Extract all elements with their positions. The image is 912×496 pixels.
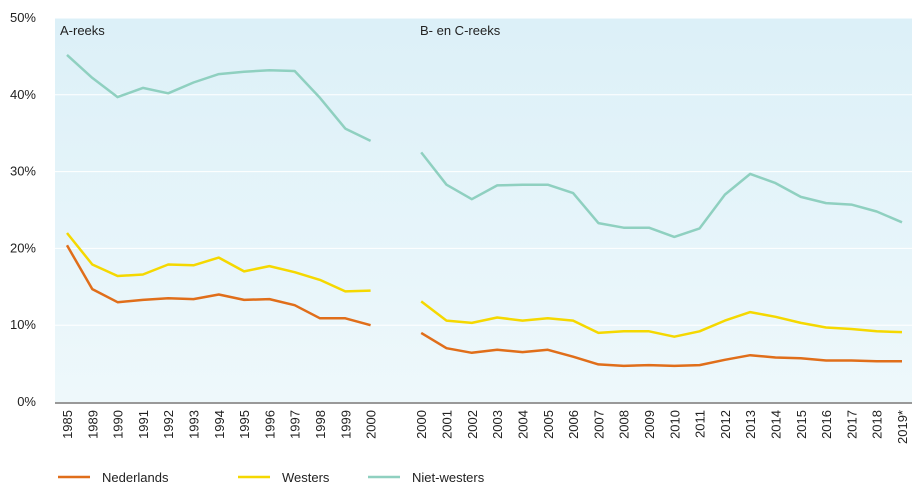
x-tick-label: 2018 — [870, 410, 885, 439]
x-tick-label: 1994 — [212, 410, 227, 439]
x-tick-label: 2000 — [414, 410, 429, 439]
x-tick-label: 2008 — [617, 410, 632, 439]
x-tick-label: 1985 — [60, 410, 75, 439]
series-line — [65, 244, 902, 368]
x-tick-label: 2000 — [364, 410, 379, 439]
x-tick-label: 2013 — [743, 410, 758, 439]
x-tick-label: 2014 — [768, 410, 783, 439]
legend-label: Niet-westers — [412, 470, 485, 485]
annotation: B- en C-reeks — [420, 23, 501, 38]
x-tick-label: 2010 — [667, 410, 682, 439]
y-tick-label: 30% — [10, 164, 36, 179]
x-tick-label: 2009 — [642, 410, 657, 439]
x-tick-label: 2001 — [440, 410, 455, 439]
legend-label: Westers — [282, 470, 330, 485]
x-tick-label: 1995 — [237, 410, 252, 439]
x-tick-label: 2004 — [515, 410, 530, 439]
y-tick-label: 10% — [10, 317, 36, 332]
x-tick-label: 2015 — [794, 410, 809, 439]
y-tick-label: 50% — [10, 10, 36, 25]
series-line — [66, 53, 903, 239]
x-tick-label: 2012 — [718, 410, 733, 439]
x-tick-label: 2019* — [895, 410, 910, 444]
series-line — [66, 232, 903, 338]
x-tick-label: 2005 — [541, 410, 556, 439]
x-tick-label: 1989 — [85, 410, 100, 439]
y-tick-label: 0% — [17, 394, 36, 409]
x-tick-label: 1997 — [288, 410, 303, 439]
x-tick-label: 2006 — [566, 410, 581, 439]
y-tick-label: 20% — [10, 240, 36, 255]
x-tick-label: 1996 — [262, 410, 277, 439]
x-tick-label: 1999 — [338, 410, 353, 439]
x-tick-label: 2017 — [844, 410, 859, 439]
x-tick-label: 2002 — [465, 410, 480, 439]
x-tick-label: 1993 — [187, 410, 202, 439]
y-tick-label: 40% — [10, 87, 36, 102]
x-tick-label: 2011 — [693, 410, 708, 438]
x-tick-label: 1992 — [161, 410, 176, 439]
x-tick-label: 2003 — [490, 410, 505, 439]
annotation: A-reeks — [60, 23, 105, 38]
x-tick-label: 2007 — [591, 410, 606, 439]
x-tick-label: 1998 — [313, 410, 328, 439]
plot-area — [55, 18, 912, 402]
x-tick-label: 2016 — [819, 410, 834, 439]
x-tick-label: 1991 — [136, 410, 151, 439]
legend-label: Nederlands — [102, 470, 169, 485]
x-tick-label: 1990 — [111, 410, 126, 439]
